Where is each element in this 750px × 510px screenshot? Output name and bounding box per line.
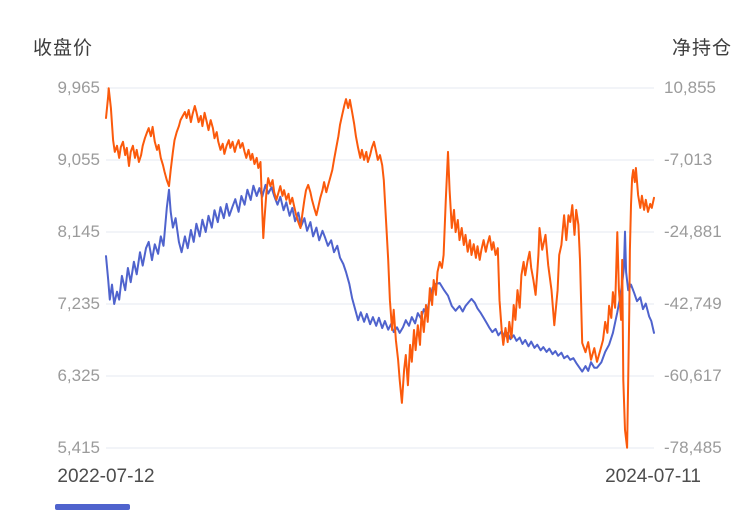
left-axis-title: 收盘价 — [33, 38, 94, 59]
left-axis-tick-label: 7,235 — [57, 294, 100, 313]
left-axis-tick-label: 9,965 — [57, 78, 100, 97]
net-position-line — [105, 87, 655, 449]
x-axis-end-date-label: 2024-07-11 — [605, 466, 701, 487]
right-axis-tick-label: -78,485 — [664, 438, 722, 457]
left-axis-tick-label: 6,325 — [57, 366, 100, 385]
left-axis-tick-label: 8,145 — [57, 222, 100, 241]
left-axis-tick-label: 5,415 — [57, 438, 100, 457]
closing-price-line — [105, 183, 655, 373]
x-axis-start-date-label: 2022-07-12 — [57, 466, 155, 487]
left-axis-tick-label: 9,055 — [57, 150, 100, 169]
right-axis-tick-label: -24,881 — [664, 222, 722, 241]
right-axis-tick-label: 10,855 — [664, 78, 716, 97]
right-axis-tick-label: -7,013 — [664, 150, 713, 169]
right-axis-tick-label: -60,617 — [664, 366, 722, 385]
right-axis-tick-label: -42,749 — [664, 294, 722, 313]
bottom-scrollbar-handle[interactable] — [55, 504, 130, 510]
right-axis-title: 净持仓 — [671, 38, 732, 59]
grid-lines — [106, 87, 654, 449]
series-lines — [105, 87, 655, 449]
